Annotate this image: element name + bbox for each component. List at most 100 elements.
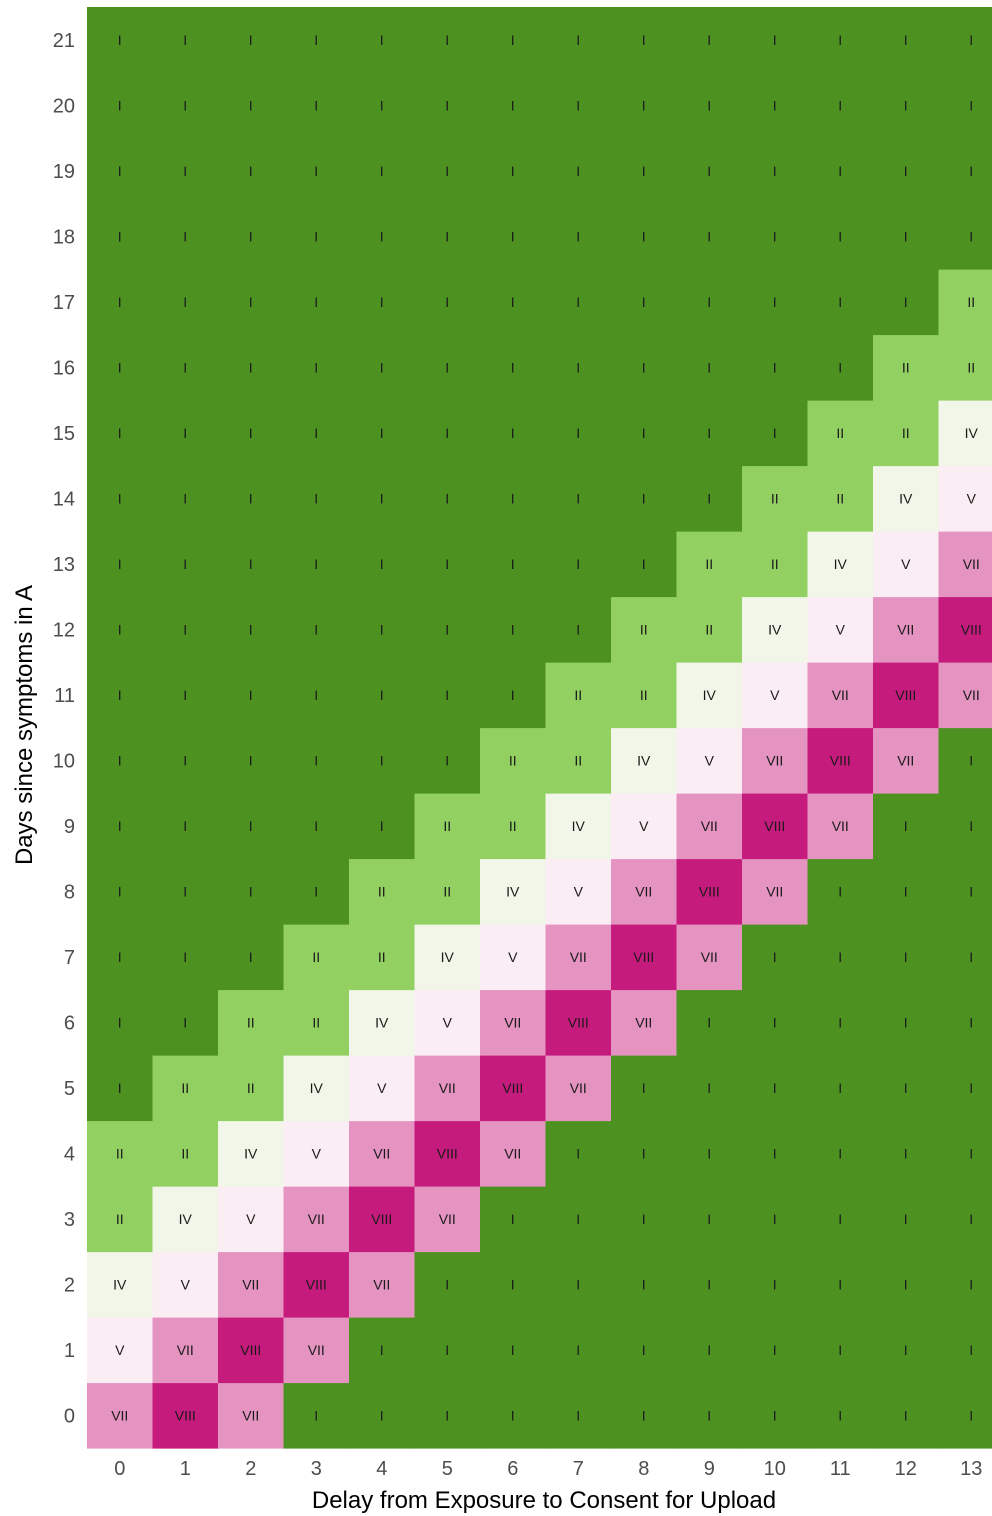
heatmap-cell: [349, 858, 416, 925]
heatmap-cell: [545, 924, 612, 991]
heatmap-cell-label: I: [118, 818, 122, 834]
heatmap-cell: [938, 727, 992, 794]
heatmap-cell-label: I: [445, 752, 449, 768]
heatmap-cell: [87, 1251, 154, 1318]
heatmap-cell: [938, 662, 992, 729]
heatmap-cell: [676, 1186, 743, 1253]
heatmap-cell-label: I: [773, 425, 777, 441]
heatmap-cell-label: I: [773, 294, 777, 310]
heatmap-cell: [873, 727, 940, 794]
heatmap-cell-label: I: [969, 1211, 973, 1227]
heatmap-cell-label: I: [314, 490, 318, 506]
heatmap-cell: [873, 400, 940, 467]
heatmap-cell: [676, 989, 743, 1056]
y-tick-label: 13: [53, 554, 75, 576]
heatmap-cell-label: I: [707, 1407, 711, 1423]
heatmap-cell-label: I: [773, 97, 777, 113]
heatmap-cell-label: II: [312, 1014, 320, 1030]
heatmap-cell: [611, 924, 678, 991]
heatmap-cell: [807, 203, 874, 270]
heatmap-cell: [349, 400, 416, 467]
heatmap-cell: [414, 662, 481, 729]
heatmap-cell-label: I: [642, 32, 646, 48]
heatmap-cell-label: I: [969, 32, 973, 48]
heatmap-cell-label: VII: [963, 556, 980, 572]
heatmap-cell-label: I: [445, 228, 449, 244]
heatmap-cell: [611, 203, 678, 270]
heatmap-cell: [676, 465, 743, 532]
heatmap-cell-label: II: [902, 359, 910, 375]
heatmap-cell-label: I: [904, 228, 908, 244]
heatmap-cell-label: II: [705, 621, 713, 637]
heatmap-cell-label: I: [118, 687, 122, 703]
heatmap-cell-label: I: [511, 359, 515, 375]
heatmap-cell-label: I: [576, 97, 580, 113]
heatmap-cell: [938, 1317, 992, 1384]
heatmap-cell: [283, 465, 350, 532]
heatmap-cell-label: I: [249, 425, 253, 441]
heatmap-cell: [873, 7, 940, 74]
heatmap-cell: [152, 269, 219, 336]
heatmap-cell: [152, 203, 219, 270]
heatmap-cell-label: IV: [375, 1014, 389, 1030]
heatmap-cell: [545, 1055, 612, 1122]
heatmap-cell: [742, 596, 809, 663]
y-tick-label: 10: [53, 750, 75, 772]
heatmap-cell-label: II: [967, 294, 975, 310]
heatmap-cell: [414, 269, 481, 336]
heatmap-cell: [218, 138, 285, 205]
heatmap-cell-label: I: [314, 621, 318, 637]
heatmap-cell-label: I: [183, 752, 187, 768]
heatmap-cell: [480, 1055, 547, 1122]
heatmap-cell-label: I: [249, 228, 253, 244]
heatmap-cell-label: I: [642, 1145, 646, 1161]
heatmap-cell: [611, 1120, 678, 1187]
heatmap-cell-label: II: [836, 425, 844, 441]
heatmap-cell-label: VIII: [764, 818, 785, 834]
heatmap-cell: [218, 858, 285, 925]
x-axis-title: Delay from Exposure to Consent for Uploa…: [312, 1487, 776, 1514]
heatmap-cell-label: I: [118, 163, 122, 179]
heatmap-cell: [676, 1120, 743, 1187]
heatmap-cell-label: I: [707, 425, 711, 441]
heatmap-cell-label: I: [838, 1342, 842, 1358]
heatmap-cell-label: I: [249, 97, 253, 113]
heatmap-cell: [87, 7, 154, 74]
heatmap-cell: [545, 858, 612, 925]
heatmap-cell: [87, 924, 154, 991]
heatmap-cell: [218, 72, 285, 139]
heatmap-cell-label: I: [118, 621, 122, 637]
heatmap-cell-label: VII: [504, 1145, 521, 1161]
heatmap-cell: [873, 989, 940, 1056]
heatmap-cell-label: IV: [113, 1276, 127, 1292]
heatmap-cell-label: I: [511, 1407, 515, 1423]
heatmap-cell-label: VIII: [175, 1407, 196, 1423]
heatmap-cell: [545, 1186, 612, 1253]
heatmap-cell-label: I: [969, 97, 973, 113]
heatmap-cell: [545, 465, 612, 532]
y-tick-label: 7: [64, 947, 75, 969]
heatmap-cell: [938, 858, 992, 925]
heatmap-cell-label: I: [642, 97, 646, 113]
heatmap-cell-label: V: [770, 687, 780, 703]
heatmap-cell: [807, 7, 874, 74]
heatmap-cell-label: V: [508, 949, 518, 965]
heatmap-cell: [676, 334, 743, 401]
heatmap-cell-label: I: [511, 425, 515, 441]
heatmap-cell-label: I: [838, 883, 842, 899]
heatmap-cell: [283, 400, 350, 467]
heatmap-cell-label: IV: [768, 621, 782, 637]
heatmap-cell: [742, 1382, 809, 1449]
heatmap-cell: [480, 924, 547, 991]
heatmap-cell-label: I: [118, 294, 122, 310]
heatmap-cell: [349, 1317, 416, 1384]
heatmap-cell-label: I: [773, 1276, 777, 1292]
heatmap-cell: [283, 531, 350, 598]
heatmap-cell-label: VIII: [306, 1276, 327, 1292]
heatmap-cell-label: I: [969, 883, 973, 899]
heatmap-cell: [611, 334, 678, 401]
heatmap-cell: [873, 138, 940, 205]
x-tick-label: 3: [311, 1458, 322, 1480]
heatmap-cell-label: VII: [897, 752, 914, 768]
heatmap-cell: [545, 1382, 612, 1449]
